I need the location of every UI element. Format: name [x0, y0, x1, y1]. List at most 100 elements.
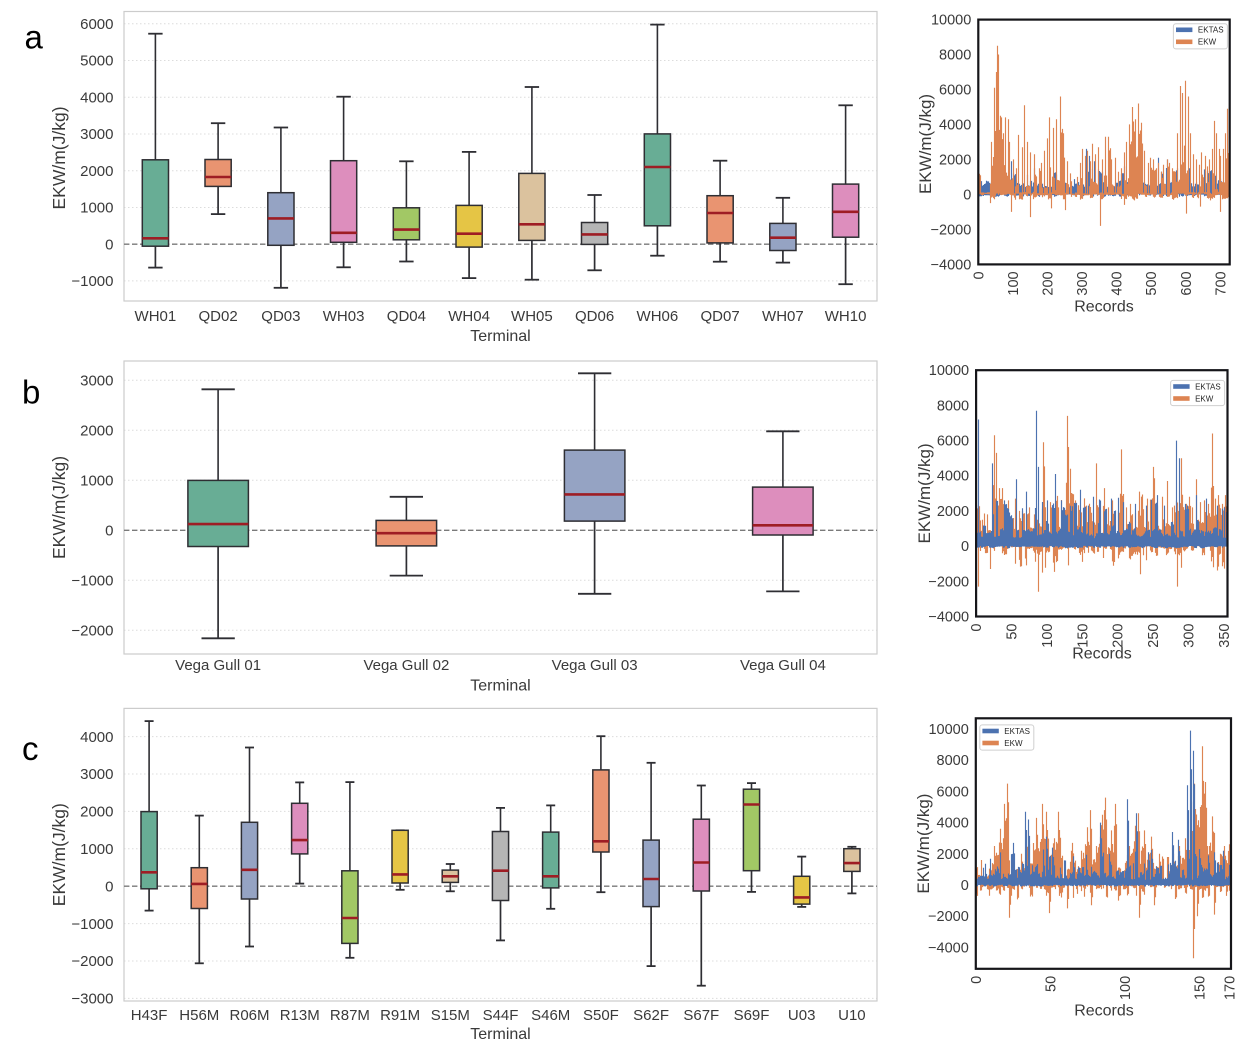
svg-text:EKW/m(J/kg): EKW/m(J/kg)	[914, 794, 933, 894]
svg-text:EKW/m(J/kg): EKW/m(J/kg)	[49, 456, 69, 559]
svg-text:EKW/m(J/kg): EKW/m(J/kg)	[49, 803, 69, 906]
svg-text:200: 200	[1041, 271, 1057, 295]
svg-text:2000: 2000	[80, 423, 113, 440]
svg-text:10000: 10000	[929, 363, 969, 379]
svg-text:700: 700	[1213, 271, 1229, 295]
svg-text:−4000: −4000	[928, 940, 969, 956]
svg-text:−2000: −2000	[71, 623, 113, 640]
svg-text:4000: 4000	[939, 117, 971, 133]
svg-text:QD03: QD03	[261, 308, 300, 325]
svg-text:WH06: WH06	[637, 308, 679, 325]
svg-text:EKW: EKW	[1195, 394, 1214, 403]
svg-text:5000: 5000	[80, 53, 113, 70]
svg-text:10000: 10000	[931, 13, 971, 29]
svg-text:Records: Records	[1074, 1003, 1134, 1020]
svg-text:4000: 4000	[937, 469, 969, 485]
svg-text:4000: 4000	[937, 816, 969, 832]
svg-text:EKTAS: EKTAS	[1004, 727, 1030, 736]
svg-text:3000: 3000	[80, 373, 113, 390]
svg-text:6000: 6000	[937, 434, 969, 450]
svg-text:2000: 2000	[80, 163, 113, 180]
svg-text:WH04: WH04	[448, 308, 490, 325]
svg-text:4000: 4000	[80, 89, 113, 106]
svg-text:−1000: −1000	[71, 573, 113, 590]
svg-text:8000: 8000	[939, 48, 971, 64]
svg-text:S62F: S62F	[633, 1007, 669, 1024]
svg-text:QD06: QD06	[575, 308, 614, 325]
svg-text:S15M: S15M	[431, 1007, 470, 1024]
svg-text:EKTAS: EKTAS	[1195, 382, 1221, 391]
svg-text:Vega Gull 02: Vega Gull 02	[363, 657, 449, 674]
svg-text:150: 150	[1075, 624, 1091, 648]
svg-text:−2000: −2000	[928, 909, 969, 925]
svg-text:50: 50	[1043, 976, 1059, 992]
svg-text:2000: 2000	[937, 504, 969, 520]
svg-text:S69F: S69F	[734, 1007, 770, 1024]
svg-text:0: 0	[105, 236, 113, 253]
svg-text:c: c	[22, 730, 39, 767]
svg-text:0: 0	[961, 539, 969, 555]
svg-text:10000: 10000	[928, 722, 968, 738]
svg-text:300: 300	[1075, 271, 1091, 295]
svg-text:350: 350	[1217, 624, 1233, 648]
svg-text:250: 250	[1146, 624, 1162, 648]
svg-text:−2000: −2000	[928, 574, 969, 590]
svg-text:R06M: R06M	[229, 1007, 269, 1024]
svg-text:WH01: WH01	[135, 308, 177, 325]
svg-text:600: 600	[1179, 271, 1195, 295]
svg-text:Terminal: Terminal	[470, 328, 530, 345]
svg-text:Records: Records	[1072, 646, 1132, 663]
svg-text:500: 500	[1144, 271, 1160, 295]
svg-text:WH05: WH05	[511, 308, 553, 325]
svg-text:170: 170	[1223, 976, 1239, 1000]
svg-text:EKW/m(J/kg): EKW/m(J/kg)	[915, 443, 934, 543]
svg-text:−1000: −1000	[71, 273, 113, 290]
svg-text:WH03: WH03	[323, 308, 365, 325]
svg-text:WH10: WH10	[825, 308, 867, 325]
svg-text:100: 100	[1040, 624, 1056, 648]
svg-text:S67F: S67F	[683, 1007, 719, 1024]
svg-text:S46M: S46M	[531, 1007, 570, 1024]
svg-text:1000: 1000	[80, 200, 113, 217]
svg-text:EKW/m(J/kg): EKW/m(J/kg)	[916, 94, 935, 194]
svg-text:6000: 6000	[937, 784, 969, 800]
svg-text:−3000: −3000	[71, 991, 113, 1008]
svg-text:−1000: −1000	[71, 916, 113, 933]
svg-text:S50F: S50F	[583, 1007, 619, 1024]
svg-text:2000: 2000	[939, 152, 971, 168]
svg-text:Terminal: Terminal	[470, 1026, 530, 1043]
svg-text:0: 0	[971, 271, 987, 279]
svg-text:0: 0	[105, 878, 113, 895]
svg-text:2000: 2000	[937, 847, 969, 863]
svg-text:a: a	[25, 19, 44, 56]
svg-text:Vega Gull 04: Vega Gull 04	[740, 657, 826, 674]
svg-text:6000: 6000	[939, 83, 971, 99]
svg-text:150: 150	[1193, 976, 1209, 1000]
svg-text:WH07: WH07	[762, 308, 804, 325]
svg-text:S44F: S44F	[483, 1007, 519, 1024]
svg-text:EKTAS: EKTAS	[1198, 26, 1224, 35]
svg-text:R91M: R91M	[380, 1007, 420, 1024]
svg-text:Terminal: Terminal	[470, 678, 530, 695]
svg-text:U03: U03	[788, 1007, 816, 1024]
svg-text:8000: 8000	[937, 753, 969, 769]
svg-text:300: 300	[1182, 624, 1198, 648]
svg-text:U10: U10	[838, 1007, 866, 1024]
svg-text:−2000: −2000	[931, 222, 972, 238]
svg-text:−4000: −4000	[928, 610, 969, 626]
svg-text:−4000: −4000	[931, 257, 972, 273]
svg-text:4000: 4000	[80, 729, 113, 746]
svg-text:0: 0	[963, 187, 971, 203]
svg-text:R87M: R87M	[330, 1007, 370, 1024]
svg-text:QD02: QD02	[199, 308, 238, 325]
svg-text:−2000: −2000	[71, 953, 113, 970]
svg-text:Vega Gull 03: Vega Gull 03	[552, 657, 638, 674]
svg-text:200: 200	[1111, 624, 1127, 648]
svg-text:3000: 3000	[80, 766, 113, 783]
svg-text:H56M: H56M	[179, 1007, 219, 1024]
svg-text:1000: 1000	[80, 841, 113, 858]
svg-text:QD04: QD04	[387, 308, 426, 325]
svg-text:Vega Gull 01: Vega Gull 01	[175, 657, 261, 674]
svg-text:H43F: H43F	[131, 1007, 168, 1024]
svg-text:400: 400	[1110, 271, 1126, 295]
